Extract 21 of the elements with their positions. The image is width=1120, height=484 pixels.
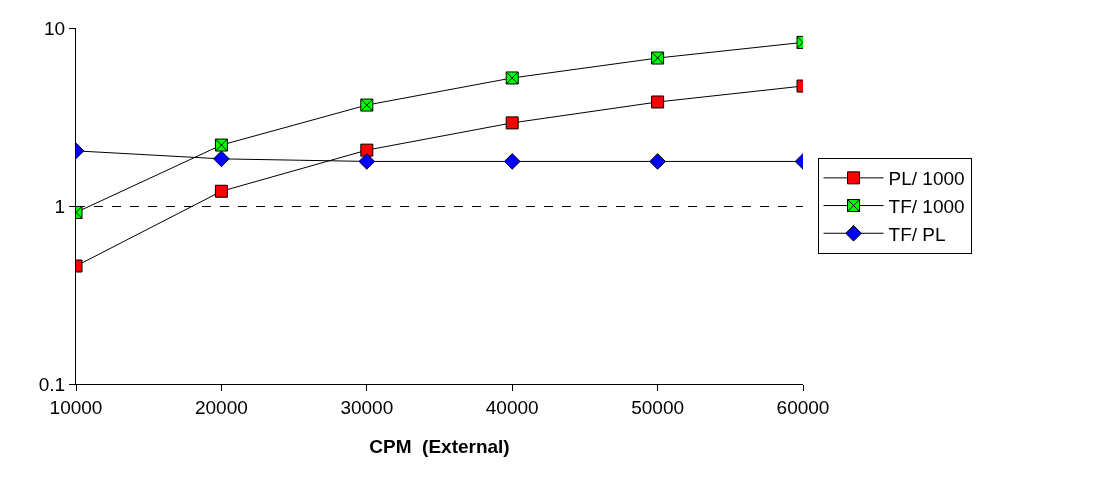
- legend-label: TF/ PL: [888, 223, 946, 245]
- y-tick-label: 10: [44, 17, 66, 39]
- point: [213, 150, 230, 168]
- x-tick-label: 60000: [776, 396, 830, 418]
- y-tick-label: 0.1: [38, 373, 66, 395]
- x-tick-label: 40000: [485, 396, 539, 418]
- x-tick-label: 50000: [631, 396, 685, 418]
- point: [358, 153, 376, 170]
- x-axis-title: CPM (External): [369, 435, 510, 457]
- y-tick-label: 1: [54, 195, 66, 217]
- point: [649, 153, 666, 170]
- point: [505, 71, 519, 85]
- point: [360, 98, 374, 112]
- point: [505, 116, 519, 130]
- x-tick-label: 30000: [340, 396, 394, 418]
- legend-label: TF/ 1000: [888, 195, 965, 217]
- legend-label: PL/ 1000: [888, 168, 965, 190]
- x-tick-label: 20000: [194, 396, 248, 418]
- x-tick-label: 10000: [49, 396, 103, 418]
- point: [360, 143, 374, 157]
- point: [503, 153, 521, 170]
